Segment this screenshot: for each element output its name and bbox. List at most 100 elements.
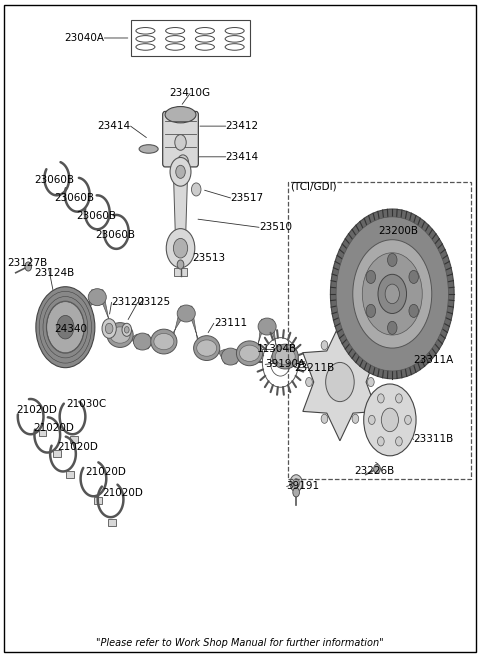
Ellipse shape — [63, 316, 89, 341]
Text: (TCI/GDI): (TCI/GDI) — [290, 181, 336, 191]
Circle shape — [177, 260, 184, 269]
Text: 23414: 23414 — [97, 121, 131, 131]
Circle shape — [293, 479, 300, 487]
Circle shape — [353, 240, 432, 348]
Circle shape — [293, 487, 300, 497]
Circle shape — [369, 415, 375, 424]
Text: 23412: 23412 — [226, 121, 259, 131]
Ellipse shape — [133, 333, 152, 350]
Text: 39191: 39191 — [287, 482, 320, 491]
Circle shape — [36, 286, 95, 368]
Ellipse shape — [240, 345, 260, 361]
Bar — [53, 450, 60, 457]
Circle shape — [366, 271, 375, 283]
Text: 21020D: 21020D — [33, 422, 74, 433]
Text: 23517: 23517 — [230, 193, 264, 203]
Circle shape — [374, 464, 380, 474]
Circle shape — [122, 323, 132, 336]
Circle shape — [381, 408, 398, 432]
Text: 23125: 23125 — [138, 298, 171, 307]
FancyBboxPatch shape — [163, 112, 198, 167]
Circle shape — [175, 135, 186, 150]
Circle shape — [325, 363, 354, 401]
Circle shape — [364, 384, 416, 456]
Circle shape — [387, 321, 397, 334]
Ellipse shape — [237, 341, 263, 366]
Bar — [131, 20, 250, 56]
Circle shape — [396, 394, 402, 403]
Circle shape — [352, 341, 359, 350]
Circle shape — [336, 217, 448, 371]
Ellipse shape — [107, 323, 133, 348]
Text: 23513: 23513 — [192, 253, 226, 263]
Circle shape — [352, 414, 359, 423]
Text: 23111: 23111 — [214, 318, 247, 328]
Bar — [108, 519, 116, 526]
Ellipse shape — [193, 336, 220, 361]
Circle shape — [366, 304, 375, 317]
Text: 11304B: 11304B — [257, 344, 297, 354]
Bar — [288, 181, 471, 479]
Circle shape — [170, 158, 191, 186]
Text: 23311A: 23311A — [414, 355, 454, 365]
Circle shape — [368, 378, 374, 386]
Circle shape — [173, 238, 188, 258]
Text: 23510: 23510 — [259, 222, 292, 233]
Circle shape — [25, 262, 32, 271]
Text: 23410G: 23410G — [169, 89, 211, 99]
Circle shape — [166, 229, 195, 268]
Circle shape — [387, 254, 397, 267]
Text: 24340: 24340 — [54, 323, 87, 334]
Text: 21020D: 21020D — [16, 405, 57, 415]
Circle shape — [177, 155, 189, 171]
Ellipse shape — [154, 333, 174, 350]
Text: 23200B: 23200B — [378, 225, 418, 236]
Circle shape — [176, 166, 185, 178]
Text: 39190A: 39190A — [265, 359, 305, 369]
Ellipse shape — [139, 145, 158, 153]
Text: 23040A: 23040A — [64, 33, 104, 43]
Text: 23211B: 23211B — [295, 363, 335, 373]
Bar — [174, 268, 187, 276]
Text: 23124B: 23124B — [35, 268, 75, 278]
Polygon shape — [171, 306, 200, 353]
Bar — [94, 497, 102, 504]
Text: 21020D: 21020D — [57, 442, 97, 452]
Ellipse shape — [66, 321, 86, 336]
Text: 21020D: 21020D — [102, 488, 143, 498]
Ellipse shape — [221, 348, 240, 365]
Circle shape — [385, 284, 399, 304]
Ellipse shape — [272, 344, 298, 369]
Polygon shape — [303, 323, 377, 441]
Circle shape — [105, 323, 113, 334]
Ellipse shape — [197, 340, 216, 356]
Text: 23060B: 23060B — [76, 211, 116, 221]
Text: 23060B: 23060B — [54, 193, 95, 203]
Circle shape — [47, 301, 84, 353]
Circle shape — [330, 209, 454, 379]
Text: 21030C: 21030C — [66, 399, 107, 409]
Circle shape — [362, 253, 422, 335]
Bar — [38, 430, 46, 436]
Ellipse shape — [275, 348, 295, 365]
Ellipse shape — [258, 318, 276, 335]
Circle shape — [378, 275, 407, 313]
Circle shape — [377, 394, 384, 403]
Text: 23060B: 23060B — [35, 175, 74, 185]
Circle shape — [409, 304, 419, 317]
Ellipse shape — [151, 329, 177, 354]
Ellipse shape — [177, 305, 195, 322]
Circle shape — [321, 414, 328, 423]
Circle shape — [377, 437, 384, 446]
Circle shape — [124, 327, 129, 333]
Text: 23120: 23120 — [111, 298, 144, 307]
Circle shape — [405, 415, 411, 424]
Ellipse shape — [88, 288, 106, 306]
Circle shape — [409, 271, 419, 283]
Bar — [66, 471, 74, 478]
Text: 21020D: 21020D — [85, 467, 126, 477]
Polygon shape — [257, 319, 278, 362]
Circle shape — [396, 437, 402, 446]
Bar — [70, 436, 78, 443]
Circle shape — [321, 341, 328, 350]
